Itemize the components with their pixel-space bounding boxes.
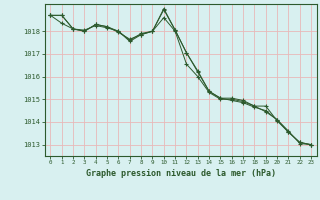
X-axis label: Graphe pression niveau de la mer (hPa): Graphe pression niveau de la mer (hPa) [86, 169, 276, 178]
